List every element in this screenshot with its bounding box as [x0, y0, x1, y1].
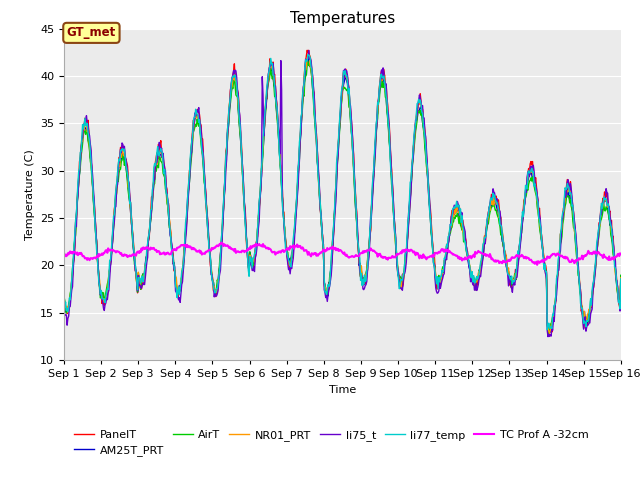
PanelT	[60, 295, 68, 301]
PanelT	[411, 125, 419, 131]
PanelT	[617, 276, 625, 281]
AirT	[411, 136, 419, 142]
AirT	[304, 58, 312, 64]
AM25T_PRT	[184, 190, 192, 196]
PanelT	[214, 286, 221, 291]
TC Prof A -32cm	[218, 240, 225, 246]
Text: GT_met: GT_met	[67, 26, 116, 39]
AirT	[70, 242, 78, 248]
TC Prof A -32cm	[184, 244, 192, 250]
TC Prof A -32cm	[214, 242, 221, 248]
AM25T_PRT	[411, 131, 419, 137]
AM25T_PRT	[304, 53, 312, 59]
li77_temp	[428, 226, 435, 232]
AirT	[214, 277, 221, 283]
NR01_PRT	[214, 289, 221, 295]
AM25T_PRT	[428, 228, 435, 234]
TC Prof A -32cm	[617, 251, 625, 257]
AirT	[617, 272, 625, 278]
NR01_PRT	[127, 220, 135, 226]
Line: AM25T_PRT: AM25T_PRT	[64, 56, 621, 336]
TC Prof A -32cm	[70, 249, 78, 255]
Line: TC Prof A -32cm: TC Prof A -32cm	[64, 243, 621, 265]
li77_temp	[304, 52, 312, 58]
li75_t	[544, 334, 552, 339]
NR01_PRT	[184, 195, 192, 201]
PanelT	[127, 212, 135, 218]
PanelT	[70, 256, 78, 262]
AirT	[184, 200, 192, 205]
li77_temp	[543, 327, 551, 333]
X-axis label: Time: Time	[329, 384, 356, 395]
li77_temp	[60, 300, 68, 306]
NR01_PRT	[60, 299, 68, 305]
li75_t	[305, 48, 312, 53]
li77_temp	[214, 286, 221, 291]
TC Prof A -32cm	[428, 253, 435, 259]
AirT	[545, 332, 552, 338]
li75_t	[617, 280, 625, 286]
PanelT	[545, 331, 552, 337]
AM25T_PRT	[545, 333, 552, 338]
li75_t	[127, 215, 135, 220]
AM25T_PRT	[127, 220, 135, 226]
NR01_PRT	[306, 52, 314, 58]
Line: AirT: AirT	[64, 61, 621, 335]
Legend: PanelT, AM25T_PRT, AirT, NR01_PRT, li75_t, li77_temp, TC Prof A -32cm: PanelT, AM25T_PRT, AirT, NR01_PRT, li75_…	[70, 425, 593, 460]
AirT	[60, 294, 68, 300]
TC Prof A -32cm	[533, 262, 541, 268]
NR01_PRT	[70, 248, 78, 254]
Line: PanelT: PanelT	[64, 50, 621, 334]
NR01_PRT	[411, 130, 419, 136]
NR01_PRT	[617, 275, 625, 280]
li75_t	[214, 291, 221, 297]
AM25T_PRT	[60, 296, 68, 302]
Line: li77_temp: li77_temp	[64, 55, 621, 330]
TC Prof A -32cm	[127, 253, 135, 259]
li75_t	[411, 128, 419, 134]
li77_temp	[617, 276, 625, 282]
AM25T_PRT	[70, 252, 78, 258]
NR01_PRT	[546, 331, 554, 336]
Y-axis label: Temperature (C): Temperature (C)	[24, 149, 35, 240]
AirT	[428, 229, 435, 235]
li77_temp	[184, 190, 192, 196]
AM25T_PRT	[617, 273, 625, 279]
li77_temp	[70, 243, 78, 249]
Line: li75_t: li75_t	[64, 50, 621, 336]
PanelT	[184, 199, 192, 205]
TC Prof A -32cm	[411, 250, 419, 255]
AM25T_PRT	[214, 284, 221, 290]
li77_temp	[411, 124, 419, 130]
Title: Temperatures: Temperatures	[290, 11, 395, 26]
li75_t	[60, 306, 68, 312]
NR01_PRT	[428, 217, 435, 223]
li75_t	[428, 223, 435, 228]
PanelT	[303, 48, 311, 53]
AirT	[127, 216, 135, 222]
li75_t	[184, 199, 192, 205]
PanelT	[428, 216, 435, 221]
li75_t	[70, 255, 78, 261]
Line: NR01_PRT: NR01_PRT	[64, 55, 621, 334]
TC Prof A -32cm	[60, 254, 68, 260]
li77_temp	[127, 216, 135, 222]
